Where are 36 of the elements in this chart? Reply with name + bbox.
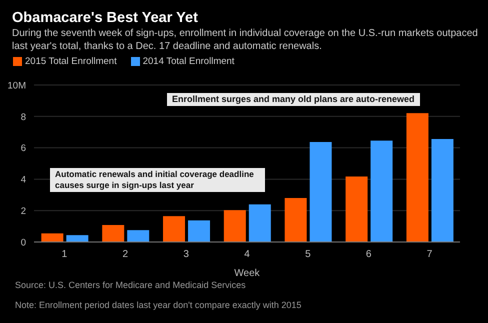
source-note: Source: U.S. Centers for Medicare and Medicaid Services [15,280,246,290]
bar [163,216,186,242]
bar [310,142,332,242]
x-tick-label: 7 [426,249,433,260]
x-tick-label: 1 [62,249,68,260]
legend-label: 2014 Total Enrollment [142,56,234,67]
x-axis-title: Week [234,268,261,279]
x-tick-label: 4 [244,249,250,260]
legend-label: 2015 Total Enrollment [25,56,117,67]
bar [406,113,428,242]
x-tick-label: 3 [183,249,190,260]
y-tick-label: 6 [20,143,26,154]
bar [346,176,368,242]
bar [431,139,454,242]
x-tick-label: 5 [305,249,312,260]
bar [188,220,210,242]
x-tick-label: 2 [122,249,129,260]
text: Note: Enrollment period dates last year don't compare exactly with 2015 [15,300,302,310]
chart-subtitle: During the seventh week of sign-ups, enrollment in individual coverage on the U.S.-run markets outpaced last year's total, thanks to a Dec. 17 deadline and automatic renewals. [12,27,479,53]
y-tick-label: 4 [20,174,26,186]
bar [102,225,124,242]
bar [248,204,271,242]
chart-title: Obamacare's Best Year Yet [12,10,199,26]
callout-box: Enrollment surges and many old plans are auto-renewed [167,93,420,106]
bar [66,235,88,242]
y-tick-label: 2 [20,206,26,217]
y-tick-label: 0 [20,237,26,248]
y-tick-label: 8 [20,112,26,123]
bar [370,140,393,242]
bar [224,210,246,242]
bar [41,233,64,242]
callout-box: Automatic renewals and initial coverage deadline causes surge in sign-ups last year [50,168,265,192]
bar [127,230,150,242]
x-tick-label: 6 [366,249,372,260]
y-tick-label: 10M [8,80,26,92]
bar [284,198,307,242]
